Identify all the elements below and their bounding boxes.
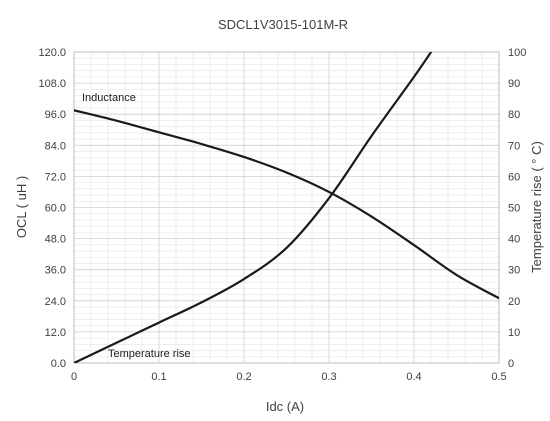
- y-right-tick-label: 70: [508, 140, 520, 152]
- tick-labels: 0 0.1 0.2 0.3 0.4 0.5 0.0 12.0 24.0 36.0 48.0 60.0 7…: [38, 47, 526, 383]
- y-left-axis-label: OCL ( uH ): [14, 176, 29, 238]
- y-right-axis-label: Temperature rise ( ° C): [529, 141, 544, 273]
- y-left-tick-label: 12.0: [45, 327, 66, 339]
- y-left-tick-label: 60.0: [45, 203, 66, 215]
- y-right-tick-label: 50: [508, 203, 520, 215]
- x-tick-label: 0.2: [236, 371, 251, 383]
- y-right-tick-label: 20: [508, 296, 520, 308]
- y-left-tick-label: 84.0: [45, 140, 66, 152]
- x-tick-label: 0.4: [406, 371, 421, 383]
- y-left-tick-label: 24.0: [45, 296, 66, 308]
- series-lines: [74, 52, 499, 363]
- y-right-tick-label: 10: [508, 327, 520, 339]
- series-label-temperature-rise: Temperature rise: [108, 348, 191, 360]
- y-left-tick-label: 0.0: [51, 358, 66, 370]
- series-line-temperature-rise: [74, 52, 433, 363]
- x-tick-label: 0.5: [491, 371, 506, 383]
- grid: [74, 52, 499, 363]
- y-left-tick-label: 120.0: [38, 47, 66, 59]
- series-label-inductance: Inductance: [82, 92, 136, 104]
- y-right-tick-label: 40: [508, 234, 520, 246]
- y-right-tick-label: 90: [508, 78, 520, 90]
- y-left-tick-label: 48.0: [45, 234, 66, 246]
- x-tick-label: 0: [71, 371, 77, 383]
- y-right-tick-label: 80: [508, 109, 520, 121]
- y-right-tick-label: 100: [508, 47, 526, 59]
- plot-frame: [73, 51, 500, 364]
- series-line-inductance: [74, 109, 499, 300]
- y-right-tick-label: 0: [508, 358, 514, 370]
- y-right-tick-label: 30: [508, 265, 520, 277]
- x-tick-label: 0.3: [321, 371, 336, 383]
- y-left-tick-label: 72.0: [45, 171, 66, 183]
- y-left-tick-label: 108.0: [38, 78, 66, 90]
- y-left-tick-label: 36.0: [45, 265, 66, 277]
- x-axis-label: Idc (A): [266, 399, 304, 414]
- y-right-tick-label: 60: [508, 171, 520, 183]
- x-tick-label: 0.1: [151, 371, 166, 383]
- chart-title: SDCL1V3015-101M-R: [218, 17, 348, 32]
- y-left-tick-label: 96.0: [45, 109, 66, 121]
